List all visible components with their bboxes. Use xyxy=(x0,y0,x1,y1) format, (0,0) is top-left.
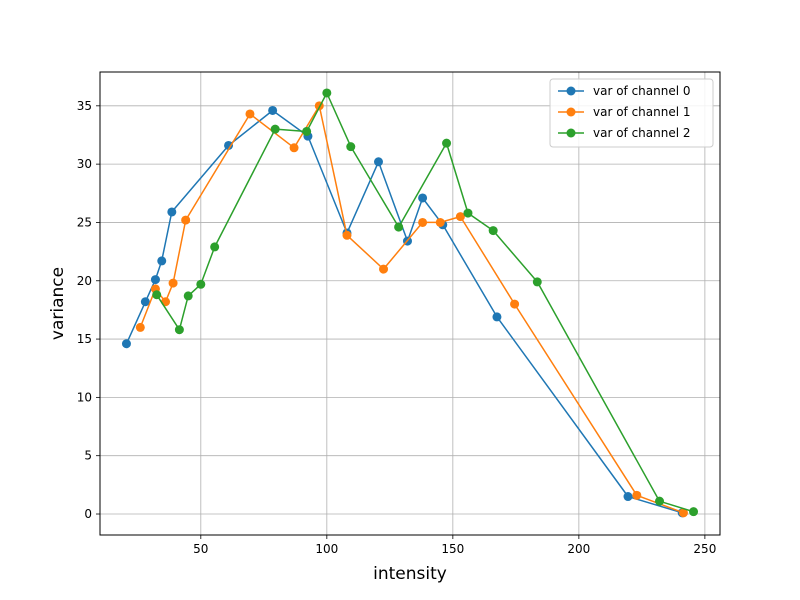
data-point xyxy=(379,264,389,274)
x-tick-label: 200 xyxy=(567,542,590,556)
x-tick-label: 150 xyxy=(441,542,464,556)
data-point xyxy=(623,492,633,502)
y-axis-label: variance xyxy=(48,267,68,340)
legend-marker xyxy=(566,107,576,117)
legend-label: var of channel 2 xyxy=(593,126,691,140)
y-tick-label: 20 xyxy=(77,274,92,288)
data-point xyxy=(655,496,665,506)
data-point xyxy=(455,212,465,222)
legend-label: var of channel 0 xyxy=(593,84,691,98)
series-line-2 xyxy=(156,92,694,513)
data-point xyxy=(289,143,299,153)
legend-box xyxy=(549,78,714,148)
series-1 xyxy=(135,101,688,518)
plot-frame xyxy=(99,71,721,536)
y-axis-ticks: 0 5 10 15 20 25 30 35 xyxy=(77,99,100,521)
y-tick-label: 25 xyxy=(77,215,92,229)
data-point xyxy=(268,105,278,115)
y-tick-label: 15 xyxy=(77,332,92,346)
legend-item: var of channel 2 xyxy=(558,126,691,140)
data-point xyxy=(174,325,184,335)
grid-lines xyxy=(100,72,720,535)
legend-marker xyxy=(566,86,576,96)
data-point xyxy=(152,290,162,300)
data-point xyxy=(210,242,220,252)
data-point xyxy=(488,226,498,236)
legend-marker xyxy=(566,128,576,138)
data-point xyxy=(150,275,160,285)
data-point xyxy=(510,299,520,309)
data-point xyxy=(678,508,688,518)
data-point xyxy=(157,256,167,266)
series-0 xyxy=(121,105,687,518)
y-tick-label: 35 xyxy=(77,99,92,113)
x-axis-label: intensity xyxy=(373,564,447,584)
data-point xyxy=(442,138,452,148)
y-tick-label: 30 xyxy=(77,157,92,171)
x-tick-label: 250 xyxy=(693,542,716,556)
data-point xyxy=(181,215,191,225)
data-point xyxy=(168,278,178,288)
data-point xyxy=(224,140,234,150)
data-point xyxy=(183,291,193,301)
data-point xyxy=(492,312,502,322)
data-point xyxy=(346,142,356,152)
data-point xyxy=(394,222,404,232)
data-point xyxy=(632,490,642,500)
data-point xyxy=(322,88,332,98)
series-line-0 xyxy=(125,109,683,514)
x-axis-ticks: 50 100 150 200 250 xyxy=(193,535,716,556)
data-point xyxy=(373,157,383,167)
data-point xyxy=(140,297,150,307)
data-point xyxy=(135,322,145,332)
data-point xyxy=(167,207,177,217)
data-point xyxy=(302,126,312,136)
data-point xyxy=(245,109,255,119)
data-point xyxy=(418,217,428,227)
data-point xyxy=(463,208,473,218)
y-tick-label: 5 xyxy=(84,449,92,463)
series-2 xyxy=(152,88,699,517)
data-point xyxy=(689,507,699,517)
series-line-1 xyxy=(139,105,684,514)
data-point xyxy=(270,124,280,134)
x-tick-label: 100 xyxy=(315,542,338,556)
series-layer xyxy=(121,88,699,518)
x-tick-label: 50 xyxy=(193,542,208,556)
data-point xyxy=(342,230,352,240)
data-point xyxy=(121,339,131,349)
legend-item: var of channel 0 xyxy=(558,84,691,98)
legend-label: var of channel 1 xyxy=(593,105,691,119)
data-point xyxy=(196,279,206,289)
y-tick-label: 0 xyxy=(84,507,92,521)
legend-item: var of channel 1 xyxy=(558,105,691,119)
legend: var of channel 0 var of channel 1 var of c… xyxy=(549,78,714,148)
data-point xyxy=(435,217,445,227)
y-tick-label: 10 xyxy=(77,390,92,404)
data-point xyxy=(532,277,542,287)
data-point xyxy=(418,193,428,203)
